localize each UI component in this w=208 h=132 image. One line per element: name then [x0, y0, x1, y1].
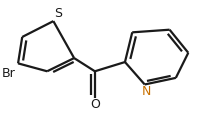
Text: N: N: [142, 85, 151, 98]
Text: S: S: [54, 7, 63, 20]
Text: Br: Br: [2, 67, 16, 80]
Text: O: O: [90, 98, 100, 111]
